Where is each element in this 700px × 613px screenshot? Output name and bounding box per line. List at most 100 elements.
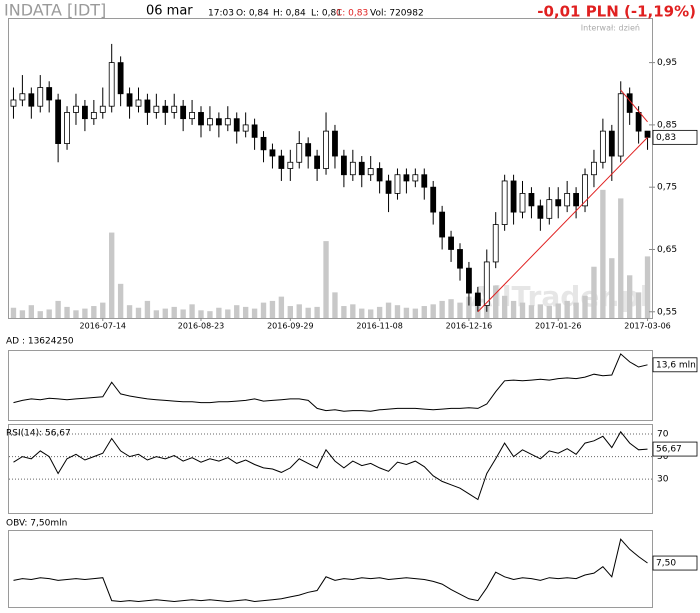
candle-body <box>117 62 124 95</box>
candle-body <box>555 199 562 207</box>
volume-bar <box>278 296 285 318</box>
candle-body <box>528 193 535 207</box>
trendline <box>477 137 648 313</box>
volume-bar <box>457 302 463 318</box>
candle-body <box>296 143 303 163</box>
candle-body <box>394 174 401 194</box>
volume-bar <box>564 300 570 318</box>
volume-bar <box>573 302 579 318</box>
last-value-label: 7,50 <box>656 559 676 569</box>
candle-body <box>332 130 338 157</box>
y-tick-label: 0,85 <box>657 120 677 130</box>
volume-bar <box>591 266 597 318</box>
candle-body <box>242 124 249 132</box>
candle-body <box>207 118 213 126</box>
candle-body <box>349 161 356 176</box>
volume-bar <box>144 300 151 318</box>
panel-title: OBV: 7,50mln <box>6 519 67 529</box>
candle-body <box>501 180 508 225</box>
volume-bar <box>10 307 17 318</box>
last-value-label: 0,83 <box>656 133 676 143</box>
change: -0,01 PLN (-1,19%) <box>537 3 696 21</box>
candle-body <box>582 174 588 207</box>
volume-bar <box>46 309 52 318</box>
candle-body <box>510 180 517 213</box>
x-tick-label: 2016-08-23 <box>178 322 225 331</box>
volume-bar <box>126 305 133 318</box>
low-label: L: 0,81 <box>311 9 342 19</box>
candle-body <box>162 105 169 113</box>
candle-body <box>466 267 472 294</box>
volume-bar <box>582 295 588 318</box>
volume-bar <box>394 305 401 318</box>
main-frame <box>8 18 653 319</box>
y-tick-label: 30 <box>657 475 669 485</box>
candle-body <box>215 118 222 126</box>
y-tick-label: 0,55 <box>657 307 677 317</box>
volume-bar <box>64 306 70 318</box>
volume-bar <box>296 304 302 318</box>
volume-bar <box>368 309 374 318</box>
time: 17:03 <box>208 9 234 19</box>
volume-bar <box>528 305 535 318</box>
volume-bar <box>635 292 642 318</box>
close-label: C: 0,83 <box>336 9 368 19</box>
volume-bar <box>242 306 249 318</box>
volume-bar <box>207 311 213 318</box>
volume-bar <box>626 275 633 318</box>
y-tick-label: 0,75 <box>657 183 677 193</box>
candle-body <box>135 99 142 107</box>
volume-bar <box>439 300 445 318</box>
candle-body <box>376 168 383 182</box>
volume-bar <box>225 309 231 318</box>
volume-bar <box>644 256 651 318</box>
panel-title: AD : 13624250 <box>6 337 74 347</box>
candle-body <box>108 62 115 107</box>
obv-frame <box>8 530 653 608</box>
volume-bar <box>493 285 499 318</box>
candle-body <box>171 105 178 113</box>
x-tick-label: 2017-01-26 <box>535 322 582 331</box>
volume-bar <box>234 305 240 318</box>
volume-bar <box>510 300 517 318</box>
candle-body <box>126 93 133 107</box>
candle-body <box>385 180 392 194</box>
last-value-label: 13,6 mln <box>656 360 696 370</box>
volume-bar <box>412 308 419 318</box>
volume-bar <box>430 304 436 318</box>
candle-body <box>251 124 258 138</box>
volume-bar <box>269 300 276 318</box>
candle-body <box>82 105 88 120</box>
candle-body <box>403 174 410 182</box>
volume-bar <box>546 306 552 318</box>
volume-bar <box>403 307 410 318</box>
x-tick-label: 2016-07-14 <box>80 322 127 331</box>
y-tick-label: 50 <box>657 452 669 462</box>
candle-body <box>617 93 624 157</box>
y-tick-label: 70 <box>657 430 669 440</box>
volume-bar <box>198 310 204 318</box>
volume-bar <box>100 302 106 318</box>
candle-body <box>305 143 312 157</box>
indicator-line <box>13 353 648 412</box>
candle-body <box>483 261 490 306</box>
candle-body <box>314 155 321 169</box>
last-value-box <box>652 129 698 145</box>
candle-body <box>64 112 70 144</box>
volume-bar <box>376 306 383 318</box>
candle-body <box>474 292 481 306</box>
candle-body <box>573 193 579 207</box>
candle-body <box>198 112 204 126</box>
last-value-label: 56,67 <box>656 445 682 455</box>
candle-body <box>439 211 446 238</box>
candle-body <box>340 155 347 176</box>
interval: Interwał: dzień <box>581 24 640 33</box>
candle-body <box>287 161 294 169</box>
rsi-frame <box>8 424 653 514</box>
volume-bar <box>135 307 142 318</box>
volume-bar <box>153 310 160 318</box>
volume-bar <box>501 295 508 318</box>
indicator-line <box>13 538 648 603</box>
candle-body <box>546 199 553 219</box>
candle-body <box>457 249 463 269</box>
